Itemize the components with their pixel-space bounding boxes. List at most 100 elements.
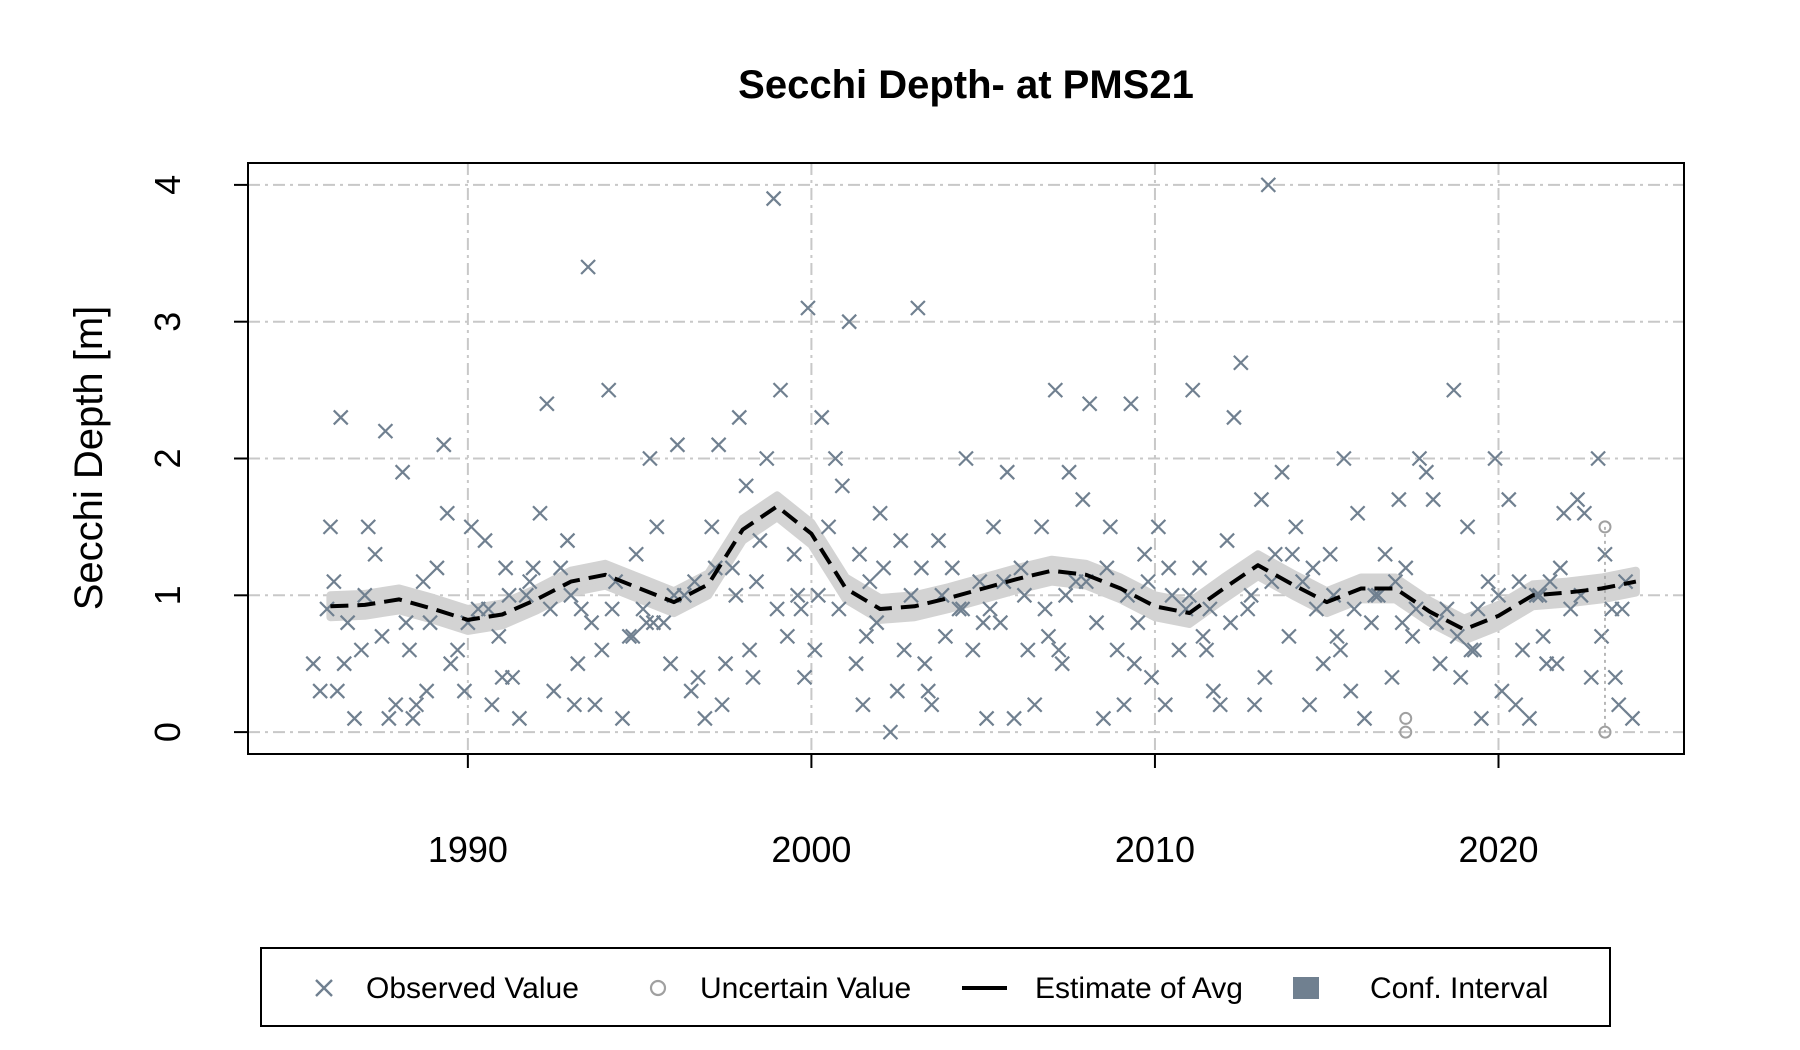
observed-point xyxy=(944,560,961,576)
observed-point xyxy=(710,437,727,453)
observed-point xyxy=(1614,601,1630,617)
observed-point xyxy=(1126,655,1143,672)
observed-point xyxy=(855,696,871,713)
observed-point xyxy=(477,532,493,549)
observed-point xyxy=(982,601,998,617)
observed-point xyxy=(600,382,617,398)
x-tick-label: 2010 xyxy=(1115,829,1195,870)
observed-point xyxy=(731,409,748,426)
legend-uncertain-icon xyxy=(649,979,667,997)
legend-uncertain-label: Uncertain Value xyxy=(700,972,911,1005)
observed-point xyxy=(1037,601,1053,617)
observed-point xyxy=(810,587,827,604)
observed-point xyxy=(521,573,538,590)
observed-point xyxy=(903,587,919,604)
legend-estimate-label: Estimate of Avg xyxy=(1035,972,1243,1005)
observed-point xyxy=(1281,628,1297,645)
uncertain-point xyxy=(1598,725,1612,739)
observed-point xyxy=(1449,628,1466,645)
observed-point xyxy=(758,450,775,467)
observed-point xyxy=(1308,601,1325,617)
observed-point xyxy=(1583,669,1600,686)
observed-point xyxy=(604,601,620,617)
observed-point xyxy=(779,628,796,645)
x-tick-label: 2020 xyxy=(1458,829,1538,870)
observed-point xyxy=(1329,628,1345,645)
observed-point xyxy=(322,519,339,535)
observed-point xyxy=(491,628,507,645)
observed-point xyxy=(686,573,703,590)
observed-point xyxy=(748,573,765,590)
observed-point xyxy=(999,464,1015,480)
observed-point xyxy=(401,642,418,658)
observed-point xyxy=(882,724,899,740)
observed-point xyxy=(394,464,411,480)
observed-point xyxy=(862,573,878,590)
observed-point xyxy=(1095,710,1112,727)
observed-point xyxy=(1336,450,1352,467)
observed-point xyxy=(583,614,600,631)
observed-point xyxy=(1552,560,1569,576)
observed-point xyxy=(1538,655,1555,672)
observed-point xyxy=(669,437,686,453)
observed-point xyxy=(807,642,823,658)
observed-point xyxy=(1428,614,1445,631)
observed-point xyxy=(1212,696,1228,713)
observed-point xyxy=(1016,587,1033,604)
observed-point xyxy=(542,601,559,617)
confidence-band xyxy=(326,491,1640,645)
observed-point xyxy=(353,642,370,658)
observed-point xyxy=(1164,587,1180,604)
observed-point xyxy=(1020,642,1036,658)
observed-point xyxy=(913,560,930,576)
observed-point xyxy=(1322,546,1338,563)
observed-point xyxy=(1590,450,1606,467)
observed-point xyxy=(570,655,586,672)
observed-point xyxy=(1349,505,1366,521)
y-tick-label: 2 xyxy=(147,448,188,468)
observed-point xyxy=(532,505,548,521)
observed-point xyxy=(501,587,517,604)
observed-point xyxy=(724,560,741,576)
observed-point xyxy=(985,519,1002,535)
observed-point xyxy=(1157,696,1174,713)
observed-point xyxy=(398,614,414,631)
observed-point xyxy=(587,696,603,713)
observed-point xyxy=(642,450,658,467)
observed-point xyxy=(858,628,875,645)
legend-conf-icon xyxy=(1293,977,1319,999)
legend-observed-label: Observed Value xyxy=(366,972,579,1005)
observed-point xyxy=(738,478,754,494)
x-tick-label: 1990 xyxy=(428,829,508,870)
observed-point xyxy=(1198,642,1215,658)
observed-point xyxy=(539,396,555,412)
observed-point xyxy=(377,423,394,439)
uncertain-point xyxy=(1598,520,1612,534)
legend-observed-icon xyxy=(315,979,333,997)
observed-point xyxy=(1026,696,1043,713)
observed-point xyxy=(923,696,940,713)
observed-point xyxy=(635,601,651,617)
observed-point xyxy=(436,437,452,453)
observed-point xyxy=(525,560,541,576)
observed-point xyxy=(975,614,991,631)
observed-point xyxy=(456,683,473,699)
observed-point xyxy=(1257,669,1273,686)
observed-point xyxy=(374,628,390,645)
observed-point xyxy=(1294,573,1311,590)
observed-point xyxy=(381,710,397,727)
observed-point xyxy=(958,450,974,467)
observed-point xyxy=(1432,655,1448,672)
observed-point xyxy=(1284,546,1301,563)
observed-point xyxy=(518,587,535,604)
observed-point xyxy=(1418,464,1435,480)
observed-point xyxy=(1394,614,1411,631)
observed-point xyxy=(1569,491,1586,508)
x-tick-label: 2000 xyxy=(771,829,851,870)
observed-point xyxy=(1202,601,1218,617)
observed-point xyxy=(1301,696,1318,713)
observed-point xyxy=(714,696,730,713)
observed-point xyxy=(1253,491,1270,508)
observed-point xyxy=(1013,560,1029,576)
